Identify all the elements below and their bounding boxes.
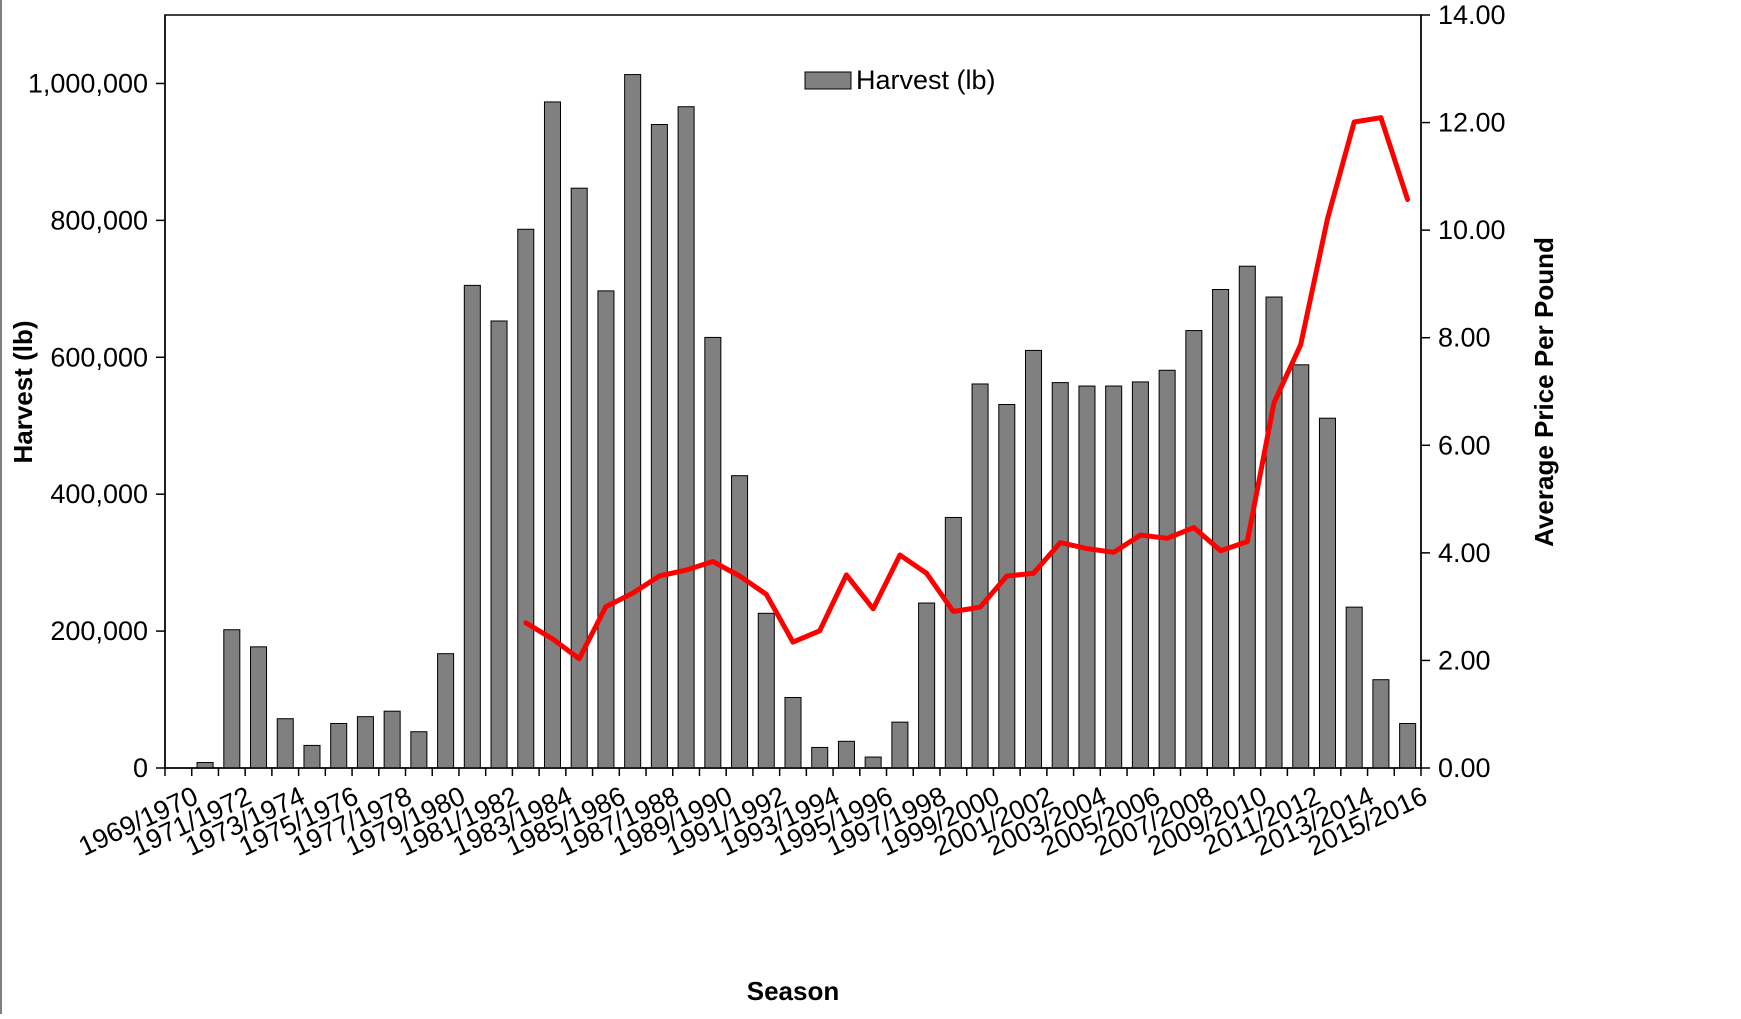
harvest-bar xyxy=(1105,385,1123,769)
y-tick-label: 400,000 xyxy=(50,479,148,509)
plot-area xyxy=(164,14,1422,769)
harvest-bar xyxy=(757,612,775,769)
y2-tick-label: 12.00 xyxy=(1438,108,1506,138)
y2-axis-title: Average Price Per Pound xyxy=(1529,237,1559,547)
harvest-bar xyxy=(303,744,321,769)
harvest-bar xyxy=(196,762,214,769)
harvest-bar xyxy=(1265,296,1283,769)
y-tick-label: 200,000 xyxy=(50,616,148,646)
harvest-bar xyxy=(356,716,374,769)
harvest-bar xyxy=(1399,723,1417,769)
harvest-bar xyxy=(276,718,294,769)
harvest-bar xyxy=(1024,349,1043,769)
y-tick-label: 600,000 xyxy=(50,342,148,372)
harvest-bar xyxy=(1078,385,1096,769)
y2-tick-label: 6.00 xyxy=(1438,430,1491,460)
harvest-bar xyxy=(597,290,615,769)
harvest-bar xyxy=(971,383,989,769)
harvest-bar xyxy=(1372,679,1390,769)
legend-label-harvest: Harvest (lb) xyxy=(856,65,996,95)
harvest-bar xyxy=(1345,606,1363,769)
harvest-bar xyxy=(1131,381,1149,769)
harvest-bar xyxy=(490,320,508,769)
harvest-bar xyxy=(918,602,936,769)
y-axis-title: Harvest (lb) xyxy=(8,320,38,463)
harvest-bar xyxy=(1212,289,1230,769)
harvest-bar xyxy=(463,284,481,769)
y2-tick-label: 0.00 xyxy=(1438,753,1491,783)
y2-tick-label: 14.00 xyxy=(1438,0,1506,30)
harvest-bar xyxy=(330,723,348,769)
y2-tick-label: 4.00 xyxy=(1438,538,1491,568)
harvest-bar xyxy=(1292,364,1310,769)
harvest-bar xyxy=(944,516,962,769)
y-tick-label: 1,000,000 xyxy=(28,68,148,98)
harvest-bars xyxy=(196,74,1417,769)
harvest-bar xyxy=(731,475,749,769)
harvest-bar xyxy=(624,74,642,769)
harvest-bar xyxy=(891,721,909,769)
harvest-bar xyxy=(864,756,882,769)
legend: Harvest (lb) xyxy=(804,65,996,95)
harvest-bar xyxy=(383,710,401,769)
harvest-bar xyxy=(784,696,802,769)
harvest-bar xyxy=(517,228,535,769)
harvest-bar xyxy=(570,187,588,769)
harvest-bar xyxy=(650,124,668,769)
harvest-bar xyxy=(1051,382,1069,769)
price-series-line xyxy=(523,115,1411,662)
harvest-bar xyxy=(1158,369,1176,769)
x-axis-title: Season xyxy=(747,976,840,1006)
legend-swatch-harvest xyxy=(804,71,852,90)
harvest-bar xyxy=(437,653,455,769)
y2-tick-label: 2.00 xyxy=(1438,645,1491,675)
harvest-bar xyxy=(811,746,829,769)
harvest-bar xyxy=(1185,330,1203,769)
harvest-bar xyxy=(543,101,562,769)
harvest-bar xyxy=(410,731,428,769)
harvest-bar xyxy=(677,106,695,769)
y2-tick-label: 8.00 xyxy=(1438,323,1491,353)
harvest-bar xyxy=(250,646,268,769)
harvest-bar xyxy=(704,336,722,769)
harvest-bar xyxy=(223,629,241,769)
harvest-bar xyxy=(837,740,855,769)
y-tick-label: 0 xyxy=(133,753,148,783)
price-line-layer xyxy=(523,115,1411,662)
y2-tick-label: 10.00 xyxy=(1438,215,1506,245)
harvest-bar xyxy=(1318,417,1336,769)
y-tick-label: 800,000 xyxy=(50,205,148,235)
